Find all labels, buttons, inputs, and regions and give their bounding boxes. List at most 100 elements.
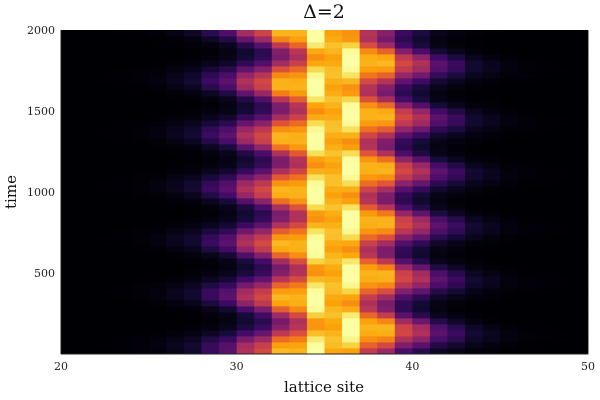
heatmap-cell	[148, 186, 167, 193]
heatmap-cell	[131, 198, 150, 205]
heatmap-cell	[254, 126, 273, 133]
heatmap-cell	[306, 324, 325, 331]
heatmap-cell	[61, 174, 79, 181]
heatmap-cell	[500, 168, 519, 175]
heatmap-cell	[166, 162, 185, 169]
heatmap-cell	[342, 78, 361, 85]
heatmap-cell	[78, 192, 97, 199]
heatmap-cell	[78, 102, 97, 109]
heatmap-cell	[552, 276, 571, 283]
heatmap-cell	[394, 156, 413, 163]
heatmap-cell	[219, 90, 238, 97]
heatmap-cell	[166, 132, 185, 139]
heatmap-cell	[166, 282, 185, 289]
heatmap-cell	[254, 174, 273, 181]
heatmap-cell	[96, 108, 115, 115]
heatmap-cell	[570, 102, 589, 109]
heatmap-cell	[429, 252, 448, 259]
heatmap-cell	[412, 180, 431, 187]
heatmap-cell	[535, 132, 554, 139]
heatmap-cell	[570, 336, 589, 343]
heatmap-cell	[500, 102, 519, 109]
heatmap-cell	[517, 246, 536, 253]
heatmap-cell	[271, 60, 290, 67]
heatmap-cell	[429, 102, 448, 109]
heatmap-cell	[131, 48, 150, 55]
heatmap-cell	[359, 66, 378, 73]
heatmap-cell	[113, 258, 132, 265]
heatmap-cell	[482, 288, 501, 295]
heatmap-cell	[377, 30, 396, 37]
heatmap-cell	[61, 168, 79, 175]
heatmap-cell	[552, 108, 571, 115]
heatmap-cell	[535, 90, 554, 97]
heatmap-cell	[570, 228, 589, 235]
heatmap-cell	[465, 306, 483, 313]
heatmap-cell	[306, 330, 325, 337]
heatmap-cell	[482, 192, 501, 199]
heatmap-cell	[552, 102, 571, 109]
heatmap-cell	[96, 126, 115, 133]
heatmap-cell	[324, 336, 343, 343]
heatmap-cell	[570, 150, 589, 157]
heatmap-cell	[482, 240, 501, 247]
heatmap-cell	[113, 120, 132, 127]
heatmap-cell	[289, 126, 308, 133]
heatmap-cell	[236, 222, 255, 229]
heatmap-cell	[289, 132, 308, 139]
heatmap-cell	[306, 174, 325, 181]
heatmap-cell	[324, 210, 343, 217]
heatmap-cell	[61, 240, 79, 247]
heatmap-cell	[96, 198, 115, 205]
heatmap-cell	[377, 264, 396, 271]
heatmap-cell	[271, 234, 290, 241]
heatmap-cell	[447, 174, 466, 181]
heatmap-cell	[289, 312, 308, 319]
heatmap-cell	[377, 84, 396, 91]
heatmap-cell	[447, 216, 466, 223]
heatmap-cell	[254, 258, 273, 265]
heatmap-cell	[429, 60, 448, 67]
heatmap-cell	[552, 42, 571, 49]
heatmap-cell	[324, 300, 343, 307]
heatmap-cell	[482, 180, 501, 187]
heatmap-cell	[183, 312, 202, 319]
heatmap-cell	[412, 84, 431, 91]
heatmap-cell	[517, 252, 536, 259]
heatmap-cell	[535, 318, 554, 325]
heatmap-cell	[517, 114, 536, 121]
heatmap-cell	[429, 306, 448, 313]
heatmap-cell	[236, 330, 255, 337]
heatmap-cell	[412, 252, 431, 259]
heatmap-cell	[535, 258, 554, 265]
heatmap-cell	[148, 198, 167, 205]
heatmap-cell	[465, 156, 483, 163]
heatmap-cell	[482, 132, 501, 139]
heatmap-cell	[236, 48, 255, 55]
heatmap-cell	[166, 342, 185, 349]
heatmap-cell	[113, 30, 132, 37]
heatmap-cell	[570, 114, 589, 121]
heatmap-cell	[131, 36, 150, 43]
heatmap-cell	[412, 216, 431, 223]
heatmap-cell	[394, 186, 413, 193]
heatmap-cell	[166, 192, 185, 199]
heatmap-cell	[359, 48, 378, 55]
heatmap-cell	[254, 312, 273, 319]
heatmap-cell	[359, 54, 378, 61]
heatmap-cell	[131, 204, 150, 211]
heatmap-cell	[570, 216, 589, 223]
heatmap-cell	[517, 168, 536, 175]
heatmap-cell	[113, 60, 132, 67]
heatmap-cell	[465, 318, 483, 325]
heatmap-cell	[113, 270, 132, 277]
heatmap-cell	[236, 132, 255, 139]
heatmap-cell	[359, 342, 378, 349]
heatmap-cell	[342, 180, 361, 187]
heatmap-cell	[552, 216, 571, 223]
heatmap-cell	[482, 348, 501, 355]
heatmap-cell	[166, 330, 185, 337]
heatmap-cell	[201, 54, 220, 61]
heatmap-cell	[289, 96, 308, 103]
heatmap-cell	[447, 54, 466, 61]
